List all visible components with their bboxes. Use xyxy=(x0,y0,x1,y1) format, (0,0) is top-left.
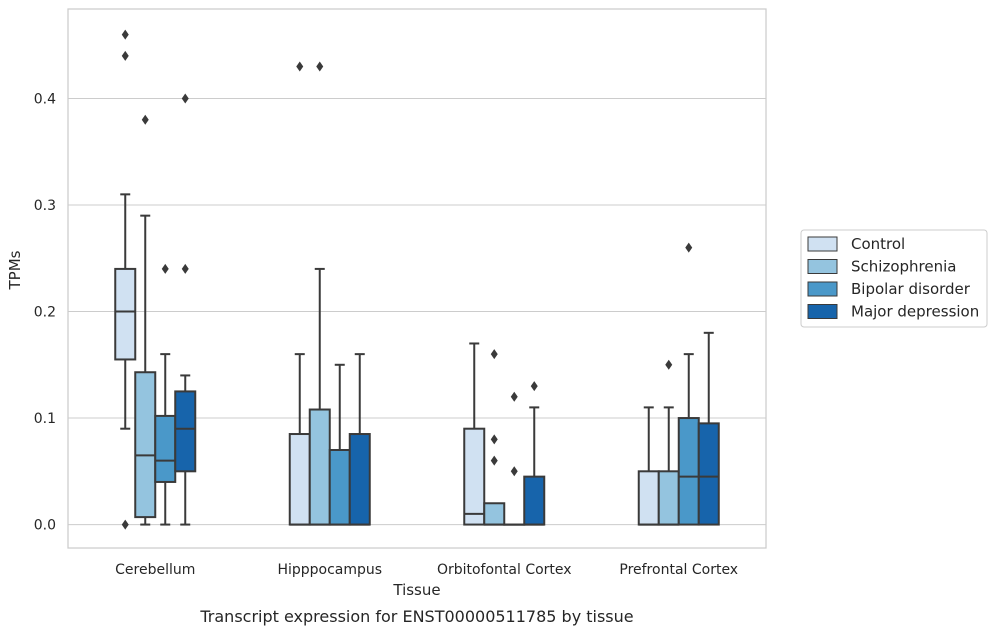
legend-frame xyxy=(800,229,988,328)
y-axis-label: TPMs xyxy=(6,250,24,290)
box xyxy=(463,342,486,526)
x-tick-label: Prefrontal Cortex xyxy=(619,562,738,578)
legend-swatch xyxy=(807,236,838,252)
box xyxy=(114,29,137,530)
box xyxy=(657,359,680,526)
y-tick-label: 0.0 xyxy=(34,518,56,534)
box-body xyxy=(677,417,700,526)
box-body xyxy=(174,390,197,473)
legend-entry: Major depression xyxy=(851,303,979,321)
box xyxy=(697,331,720,526)
box-body xyxy=(154,414,177,483)
plot-area-frame xyxy=(67,8,767,549)
box xyxy=(174,93,197,526)
box-body xyxy=(483,502,506,526)
box-series xyxy=(114,29,720,530)
box xyxy=(328,363,351,526)
box-body xyxy=(463,427,486,526)
legend-swatch xyxy=(807,281,838,297)
outlier-point xyxy=(510,466,518,477)
box xyxy=(483,349,506,526)
legend-entry: Schizophrenia xyxy=(851,258,956,276)
box xyxy=(288,61,311,526)
box xyxy=(154,263,177,526)
box xyxy=(677,242,700,526)
box-body xyxy=(657,470,680,526)
outlier-point xyxy=(141,114,149,125)
outlier-point xyxy=(685,242,693,253)
box-body xyxy=(288,433,311,526)
outlier-point xyxy=(296,61,304,72)
box xyxy=(134,114,157,526)
box xyxy=(503,391,526,526)
outlier-point xyxy=(510,391,518,402)
x-tick-label: Cerebellum xyxy=(115,562,195,578)
y-tick-label: 0.1 xyxy=(34,411,56,427)
y-axis-ticks: 0.0 0.1 0.2 0.3 0.4 xyxy=(34,91,56,533)
legend-swatch xyxy=(807,304,838,319)
outlier-point xyxy=(181,93,189,104)
x-axis-ticks: Cerebellum Hipppocampus Orbitofontal Corte… xyxy=(115,562,738,578)
series-bipolar-disorder xyxy=(154,242,700,526)
outlier-point xyxy=(121,519,129,530)
y-tick-label: 0.4 xyxy=(34,91,56,107)
x-tick-label: Hipppocampus xyxy=(277,562,382,578)
outlier-point xyxy=(490,434,498,445)
box xyxy=(308,61,331,526)
box-body xyxy=(523,475,546,526)
outlier-point xyxy=(316,61,324,72)
y-tick-label: 0.3 xyxy=(34,198,56,214)
y-tick-label: 0.2 xyxy=(34,305,56,321)
legend-entry: Control xyxy=(851,235,905,253)
box-body xyxy=(134,371,157,519)
outlier-point xyxy=(161,263,169,274)
box-body xyxy=(114,267,137,361)
outlier-point xyxy=(490,455,498,466)
outlier-point xyxy=(530,381,538,392)
legend-entry: Bipolar disorder xyxy=(851,280,971,298)
box xyxy=(348,353,371,526)
outlier-point xyxy=(121,50,129,61)
box-body xyxy=(697,422,720,526)
box-body xyxy=(348,433,371,526)
outlier-point xyxy=(490,349,498,360)
series-control xyxy=(114,29,660,530)
box-body xyxy=(328,449,351,526)
series-schizophrenia xyxy=(134,61,680,526)
x-axis-label: Tissue xyxy=(392,581,440,599)
outlier-point xyxy=(121,29,129,40)
box-body xyxy=(308,408,331,526)
box-body xyxy=(637,470,660,526)
box xyxy=(523,381,546,526)
outlier-point xyxy=(665,359,673,370)
outlier-point xyxy=(181,263,189,274)
legend-swatch xyxy=(807,259,838,274)
legend: Control Schizophrenia Bipolar disorder Majo… xyxy=(800,229,988,328)
series-major-depression xyxy=(174,93,720,526)
x-tick-label: Orbitofontal Cortex xyxy=(437,562,572,578)
box xyxy=(637,406,660,526)
chart-caption: Transcript expression for ENST0000051178… xyxy=(199,607,633,626)
